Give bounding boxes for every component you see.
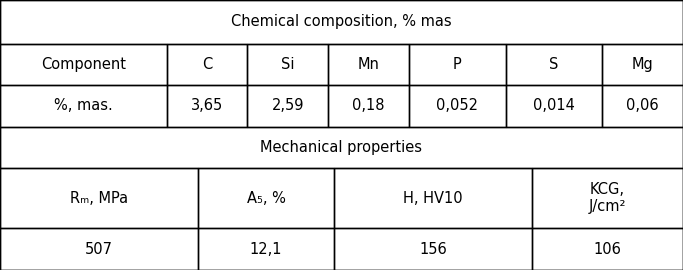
Bar [247,43,328,85]
Bar [0,168,197,228]
Text: 12,1: 12,1 [250,242,282,257]
Text: 3,65: 3,65 [191,98,223,113]
Bar [0,228,197,270]
Bar [532,168,683,228]
Text: C: C [202,57,212,72]
Text: Component: Component [41,57,126,72]
Text: A₅, %: A₅, % [247,191,285,206]
Bar [328,85,408,127]
Bar [408,43,505,85]
Bar [532,228,683,270]
Text: Rₘ, MPa: Rₘ, MPa [70,191,128,206]
Bar [0,43,167,85]
Text: 0,052: 0,052 [436,98,478,113]
Bar [602,85,683,127]
Text: 156: 156 [419,242,447,257]
Text: Mg: Mg [632,57,654,72]
Text: 0,014: 0,014 [533,98,575,113]
Bar [167,43,247,85]
Bar [197,168,334,228]
Bar [505,85,602,127]
Text: S: S [549,57,559,72]
Text: Mechanical properties: Mechanical properties [260,140,423,155]
Bar [602,43,683,85]
Bar [247,85,328,127]
Text: Mn: Mn [357,57,379,72]
Bar [408,85,505,127]
Bar [0,127,683,168]
Text: H, HV10: H, HV10 [404,191,463,206]
Text: Chemical composition, % mas: Chemical composition, % mas [231,14,452,29]
Text: 0,06: 0,06 [626,98,659,113]
Text: %, mas.: %, mas. [54,98,113,113]
Text: 507: 507 [85,242,113,257]
Bar [328,43,408,85]
Text: Si: Si [281,57,294,72]
Bar [197,228,334,270]
Bar [505,43,602,85]
Bar [334,168,532,228]
Text: P: P [453,57,462,72]
Text: KCG,
J/cm²: KCG, J/cm² [589,182,626,214]
Bar [0,0,683,43]
Bar [167,85,247,127]
Text: 106: 106 [594,242,622,257]
Bar [0,85,167,127]
Text: 2,59: 2,59 [272,98,304,113]
Bar [334,228,532,270]
Text: 0,18: 0,18 [352,98,385,113]
